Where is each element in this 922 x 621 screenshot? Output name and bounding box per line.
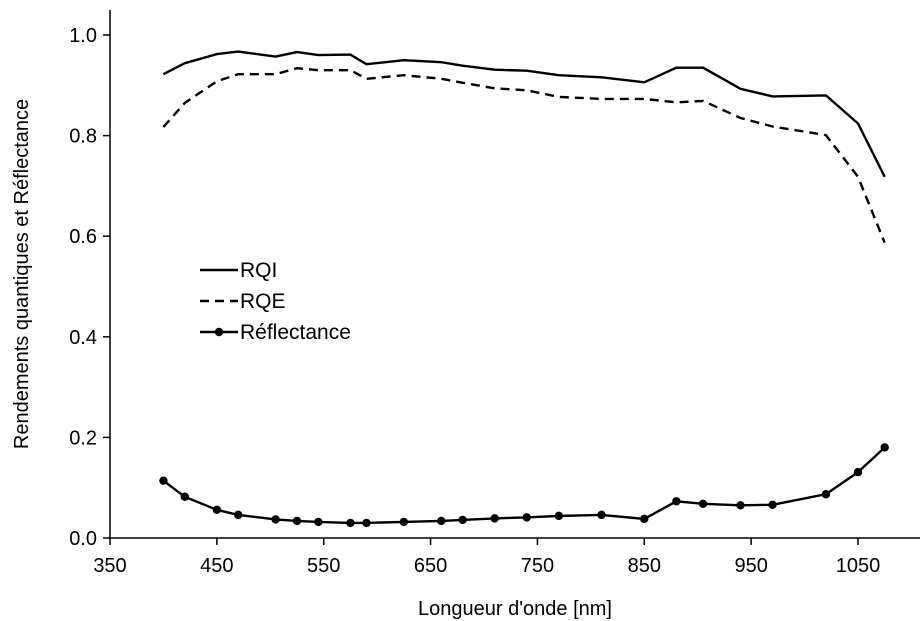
legend: RQI RQE Réflectance bbox=[200, 259, 351, 344]
data-point bbox=[736, 501, 745, 510]
data-point bbox=[522, 513, 531, 522]
data-point bbox=[458, 515, 467, 525]
legend-marker bbox=[214, 327, 224, 337]
x-tick-label: 450 bbox=[200, 555, 233, 577]
y-tick-label: 0.6 bbox=[69, 226, 97, 248]
series-line-r-flectance bbox=[162, 446, 886, 525]
data-point bbox=[437, 516, 446, 526]
series-layer bbox=[159, 50, 889, 528]
data-point bbox=[399, 517, 409, 527]
series-line-rqe bbox=[162, 66, 886, 244]
y-ticks: 0.0 0.2 0.4 0.6 0.8 1.0 bbox=[69, 25, 110, 550]
data-point bbox=[362, 518, 371, 528]
data-point bbox=[234, 510, 243, 520]
y-tick-label: 0.0 bbox=[69, 528, 97, 550]
plot-area: 350 450 550 650 750 850 950 1050 0.00.20.40.60.… bbox=[69, 10, 920, 577]
x-tick-label: 350 bbox=[93, 555, 126, 577]
y-tick-label: 0.8 bbox=[69, 126, 97, 148]
data-point bbox=[698, 499, 708, 508]
data-point bbox=[212, 505, 222, 515]
y-tick-label: 0.4 bbox=[69, 327, 97, 349]
legend-label: RQI bbox=[240, 259, 277, 282]
x-tick-label: 750 bbox=[521, 555, 554, 577]
data-point bbox=[597, 510, 606, 520]
data-point bbox=[292, 516, 302, 526]
data-point bbox=[271, 515, 280, 524]
legend-label: Réflectance bbox=[240, 321, 351, 344]
data-point bbox=[490, 514, 499, 523]
y-tick-label: 0.2 bbox=[69, 427, 97, 449]
series-line-rqi bbox=[162, 50, 886, 178]
x-tick-label: 1050 bbox=[836, 555, 881, 577]
data-point bbox=[180, 492, 189, 501]
x-tick-label: 950 bbox=[734, 555, 767, 577]
x-tick-label: 850 bbox=[628, 555, 661, 577]
legend-label: RQE bbox=[240, 290, 286, 313]
x-axis-title: Longueur d'onde [nm] bbox=[418, 598, 612, 620]
data-point bbox=[880, 443, 889, 452]
data-point bbox=[314, 517, 323, 527]
data-point bbox=[768, 500, 777, 510]
data-point bbox=[554, 511, 563, 521]
x-ticks: 350 450 550 650 750 850 950 1050 bbox=[93, 538, 880, 577]
y-tick-label: 1.0 bbox=[69, 25, 97, 47]
data-point bbox=[640, 514, 649, 524]
data-point bbox=[159, 476, 168, 485]
data-point bbox=[346, 518, 355, 528]
data-point bbox=[821, 490, 831, 499]
data-point bbox=[853, 467, 863, 477]
x-tick-label: 550 bbox=[307, 555, 340, 577]
data-point bbox=[672, 497, 681, 506]
x-tick-label: 650 bbox=[414, 555, 447, 577]
y-axis-title: Rendements quantiques et Réflectance bbox=[11, 99, 33, 449]
